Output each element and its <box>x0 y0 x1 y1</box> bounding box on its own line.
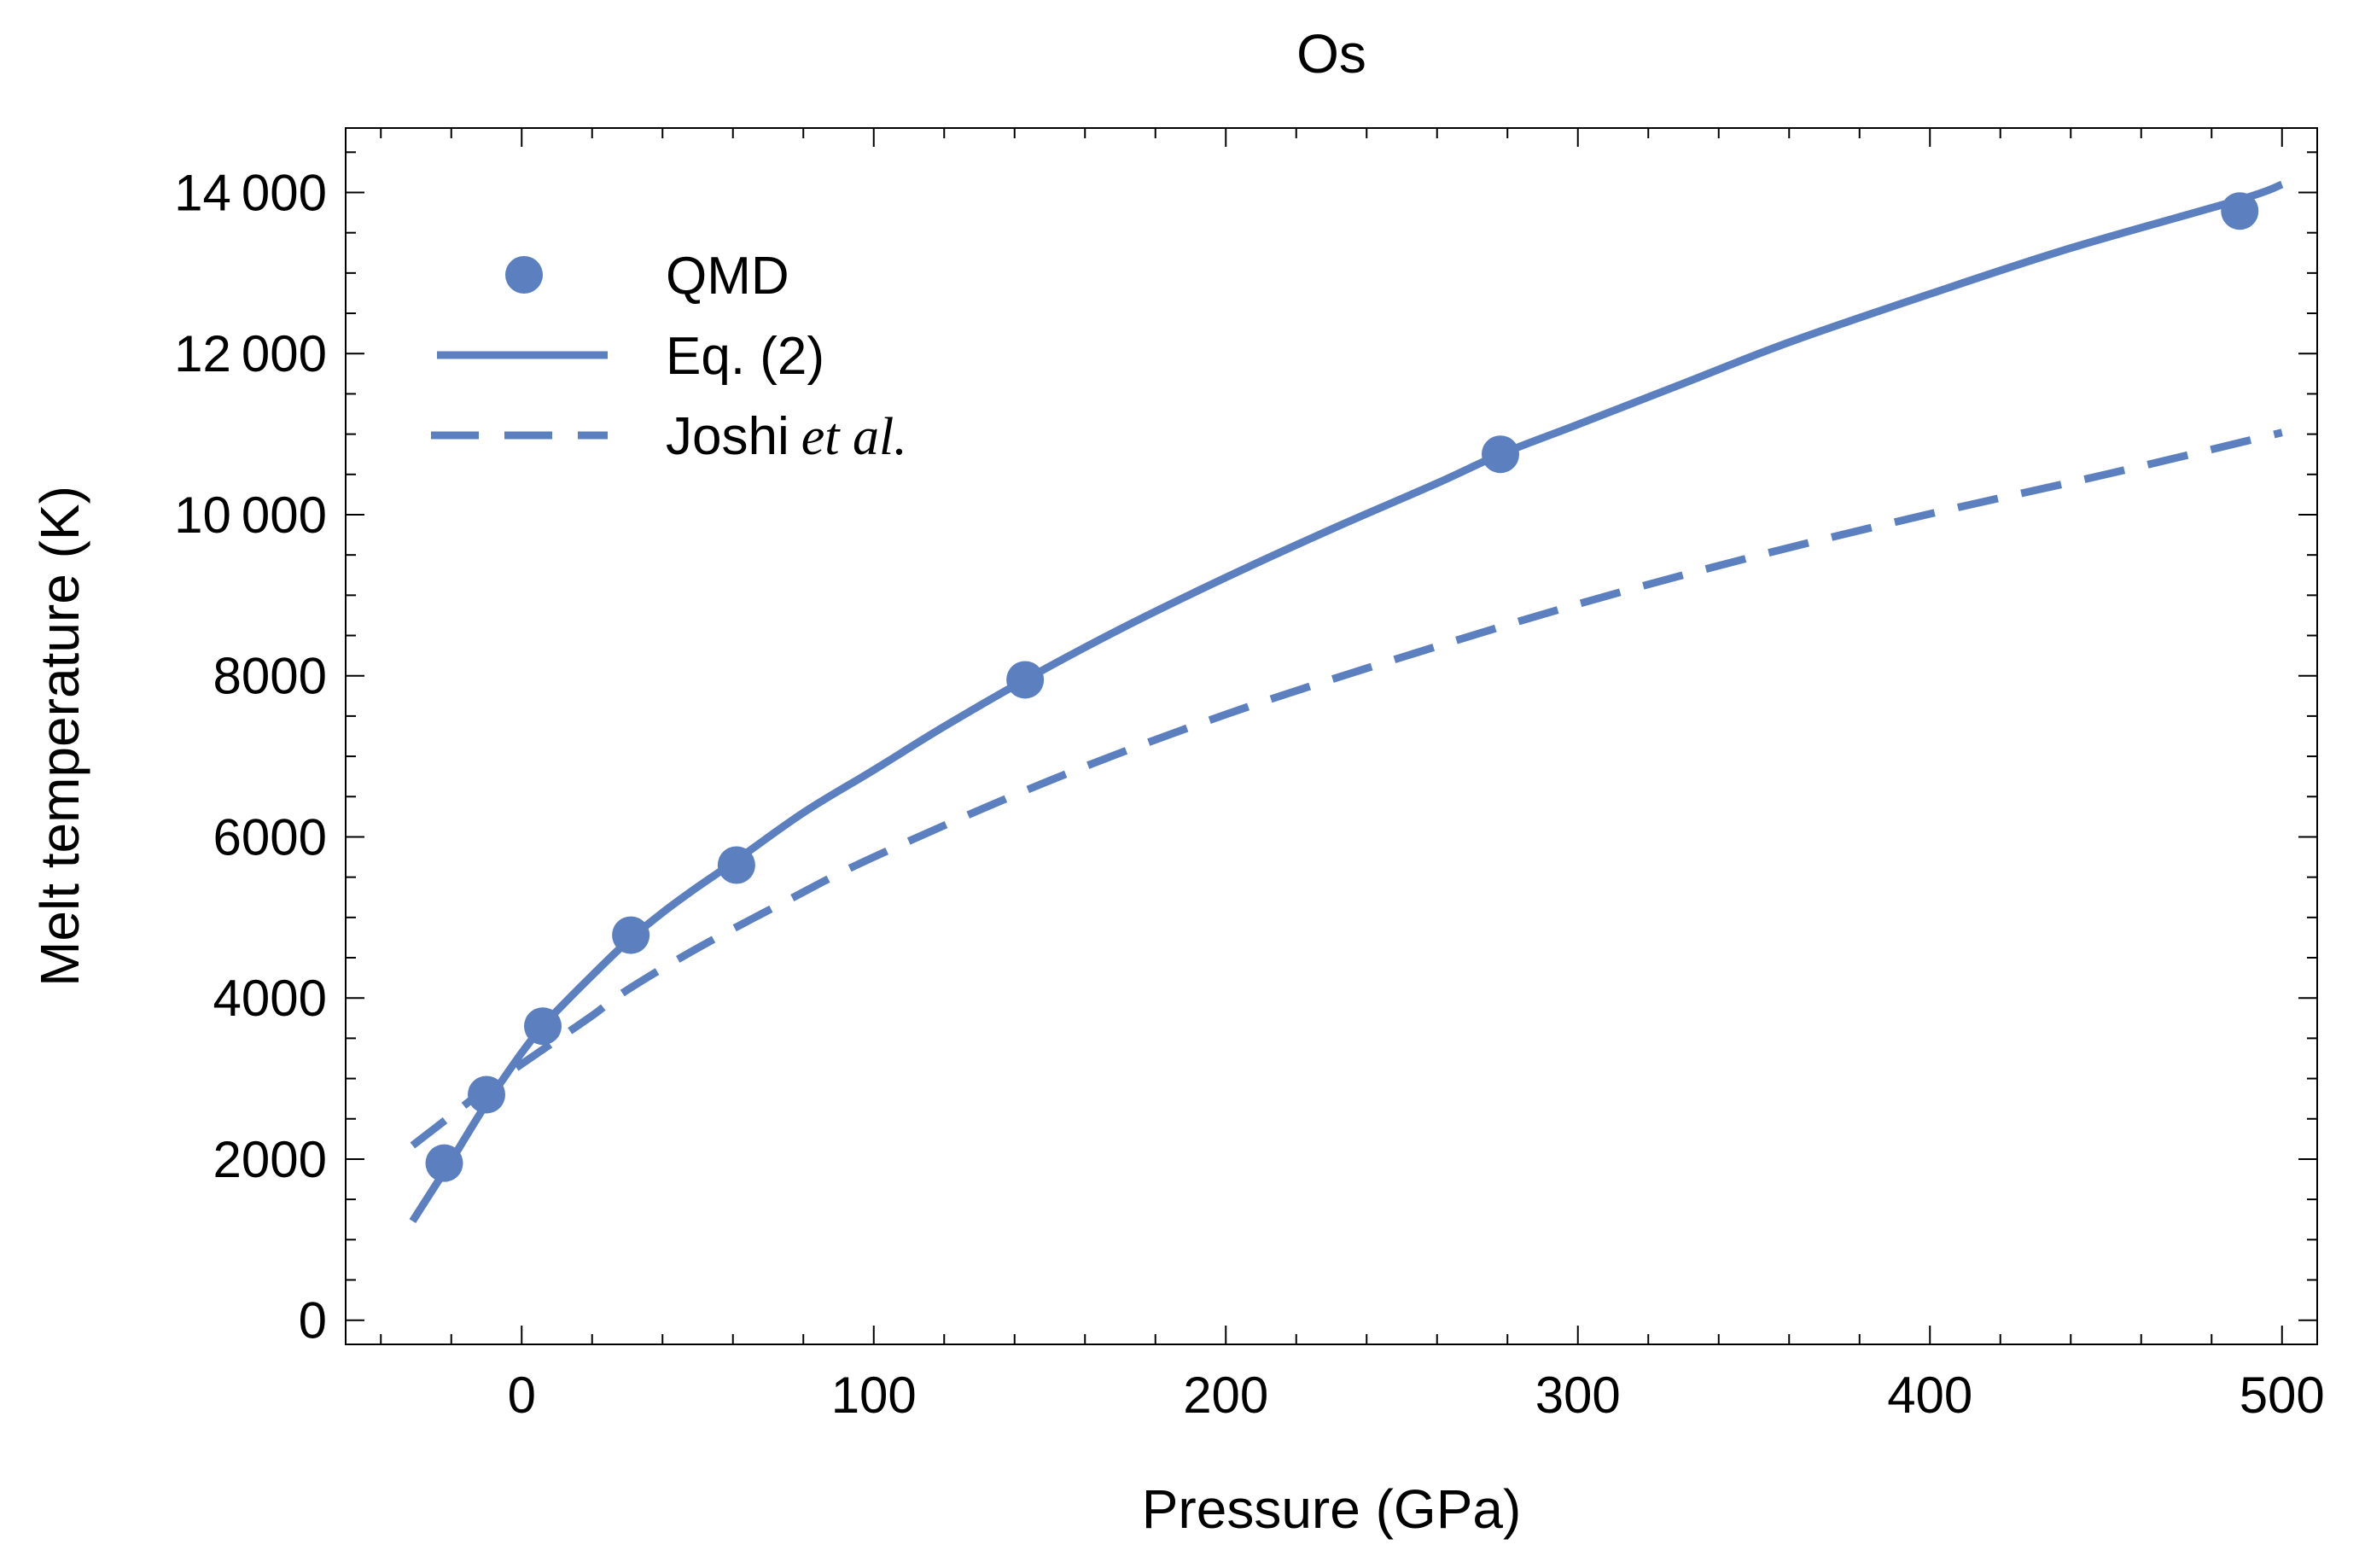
y-axis-title: Melt temperature (K) <box>29 486 90 987</box>
x-axis-title: Pressure (GPa) <box>1142 1478 1522 1540</box>
legend-qmd-label: QMD <box>666 247 789 306</box>
y-tick-label: 0 <box>299 1292 327 1349</box>
x-tick-label: 500 <box>2240 1367 2325 1424</box>
qmd-data-point <box>717 846 755 884</box>
legend-joshi-label: Joshi et al. <box>666 407 907 466</box>
qmd-data-point <box>1006 661 1045 699</box>
qmd-data-point <box>425 1144 463 1182</box>
x-tick-label: 300 <box>1535 1367 1621 1424</box>
qmd-data-point <box>468 1075 505 1114</box>
series-line-eq2 <box>409 180 2284 1224</box>
legend-qmd-marker <box>505 256 543 294</box>
legend: QMD Eq. (2) Joshi et al. <box>431 247 907 466</box>
y-tick-label: 10 000 <box>174 487 327 544</box>
x-tick-label: 400 <box>1887 1367 1972 1424</box>
plot-frame <box>345 127 2318 1345</box>
legend-joshi-name: Joshi <box>666 407 789 466</box>
qmd-data-point <box>1482 435 1519 474</box>
legend-eq2-label: Eq. (2) <box>666 327 824 386</box>
y-tick-label: 8000 <box>213 648 327 705</box>
series-line-joshi <box>410 428 2283 1149</box>
chart-title: Os <box>1296 23 1366 85</box>
qmd-data-point <box>612 916 650 954</box>
legend-joshi-etal: et al. <box>801 408 907 466</box>
y-tick-label: 12 000 <box>174 325 327 382</box>
qmd-data-point <box>524 1007 562 1046</box>
qmd-data-point <box>2221 192 2259 230</box>
y-tick-label: 14 000 <box>174 164 327 221</box>
x-tick-label: 100 <box>831 1367 917 1424</box>
x-tick-label: 200 <box>1183 1367 1268 1424</box>
plot-area: 0 100 200 300 400 500 0 2000 4000 6000 8000 10 000 1… <box>174 127 2325 1424</box>
x-tick-label: 0 <box>508 1367 536 1424</box>
y-tick-label: 2000 <box>213 1131 327 1188</box>
y-tick-label: 6000 <box>213 808 327 866</box>
y-tick-label: 4000 <box>213 970 327 1027</box>
series-layer <box>409 180 2284 1224</box>
